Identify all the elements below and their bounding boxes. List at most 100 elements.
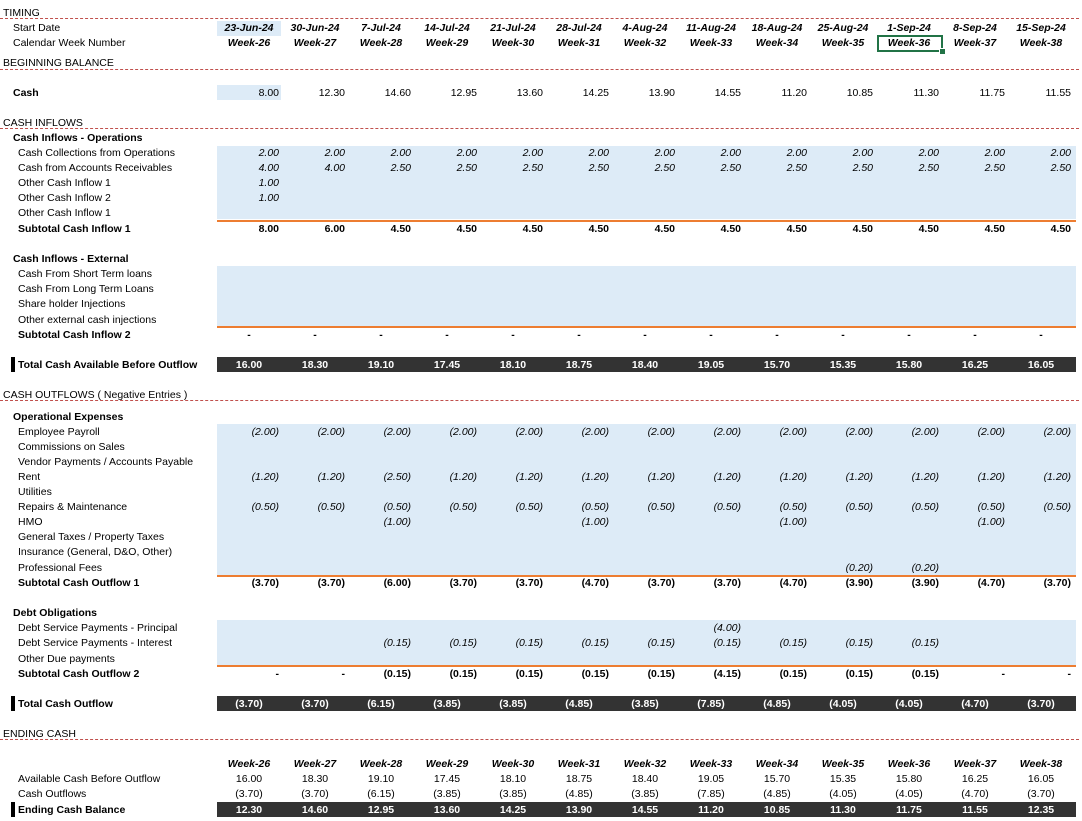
collections-operations-cell-10[interactable]: 2.00 <box>852 147 873 159</box>
ending-outflows-cell-12[interactable]: (4.70) <box>961 788 989 800</box>
subtotal-inflow-1-cell-13[interactable]: 4.50 <box>1050 223 1071 235</box>
total-available-cell-4[interactable]: 17.45 <box>433 359 461 371</box>
ending-week-cell-7[interactable]: Week-32 <box>623 758 667 770</box>
ending-balance-cell-2[interactable]: 14.60 <box>301 804 329 816</box>
repairs-cell-9[interactable]: (0.50) <box>779 501 807 513</box>
subtotal-outflow-2-cell-1[interactable]: - <box>275 668 280 680</box>
employee-payroll-cell-3[interactable]: (2.00) <box>383 426 411 438</box>
rent-cell-6[interactable]: (1.20) <box>581 471 609 483</box>
ending-balance-cell-5[interactable]: 14.25 <box>499 804 527 816</box>
total-outflow-cell-5[interactable]: (3.85) <box>499 698 527 710</box>
collections-operations-cell-13[interactable]: 2.00 <box>1050 147 1071 159</box>
subtotal-outflow-2-cell-7[interactable]: (0.15) <box>647 668 675 680</box>
subtotal-inflow-1-cell-6[interactable]: 4.50 <box>588 223 609 235</box>
start-date-cell-12[interactable]: 8-Sep-24 <box>953 22 997 34</box>
week-number-cell-13[interactable]: Week-38 <box>1019 37 1063 49</box>
start-date-cell-7[interactable]: 4-Aug-24 <box>622 22 668 34</box>
start-date-cell-3[interactable]: 7-Jul-24 <box>361 22 401 34</box>
rent-cell-8[interactable]: (1.20) <box>713 471 741 483</box>
other-inflow-2-cell-1[interactable]: 1.00 <box>258 192 279 204</box>
cash-cell-4[interactable]: 12.95 <box>450 87 477 99</box>
subtotal-outflow-1-cell-11[interactable]: (3.90) <box>911 577 939 589</box>
subtotal-inflow-2-cell-11[interactable]: - <box>907 329 911 341</box>
debt-interest-cell-7[interactable]: (0.15) <box>647 637 675 649</box>
total-available-cell-8[interactable]: 19.05 <box>697 359 725 371</box>
employee-payroll-cell-8[interactable]: (2.00) <box>713 426 741 438</box>
week-number-cell-4[interactable]: Week-29 <box>425 37 469 49</box>
week-number-cell-2[interactable]: Week-27 <box>293 37 337 49</box>
collections-operations-cell-2[interactable]: 2.00 <box>324 147 345 159</box>
cash-cell-12[interactable]: 11.75 <box>979 87 1006 99</box>
subtotal-outflow-2-cell-13[interactable]: - <box>1067 668 1072 680</box>
subtotal-outflow-1-cell-6[interactable]: (4.70) <box>581 577 609 589</box>
accounts-receivables-cell-8[interactable]: 2.50 <box>720 162 741 174</box>
ending-week-cell-2[interactable]: Week-27 <box>293 758 337 770</box>
debt-interest-cell-6[interactable]: (0.15) <box>581 637 609 649</box>
week-number-cell-8[interactable]: Week-33 <box>689 37 733 49</box>
subtotal-inflow-2-cell-7[interactable]: - <box>643 329 647 341</box>
ending-week-cell-4[interactable]: Week-29 <box>425 758 469 770</box>
ending-available-cell-11[interactable]: 15.80 <box>895 773 923 785</box>
start-date-cell-5[interactable]: 21-Jul-24 <box>490 22 536 34</box>
employee-payroll-cell-6[interactable]: (2.00) <box>581 426 609 438</box>
ending-balance-cell-1[interactable]: 12.30 <box>235 804 263 816</box>
collections-operations-cell-1[interactable]: 2.00 <box>258 147 279 159</box>
total-available-cell-12[interactable]: 16.25 <box>961 359 989 371</box>
total-available-cell-5[interactable]: 18.10 <box>499 359 527 371</box>
subtotal-inflow-1-cell-7[interactable]: 4.50 <box>654 223 675 235</box>
collections-operations-cell-6[interactable]: 2.00 <box>588 147 609 159</box>
subtotal-outflow-2-cell-11[interactable]: (0.15) <box>911 668 939 680</box>
hmo-cell-9[interactable]: (1.00) <box>779 516 807 528</box>
ending-available-cell-12[interactable]: 16.25 <box>961 773 989 785</box>
employee-payroll-cell-9[interactable]: (2.00) <box>779 426 807 438</box>
collections-operations-cell-3[interactable]: 2.00 <box>390 147 411 159</box>
subtotal-inflow-1-cell-12[interactable]: 4.50 <box>984 223 1005 235</box>
subtotal-inflow-1-cell-11[interactable]: 4.50 <box>918 223 939 235</box>
hmo-cell-3[interactable]: (1.00) <box>383 516 411 528</box>
subtotal-inflow-2-cell-5[interactable]: - <box>511 329 515 341</box>
ending-outflows-cell-9[interactable]: (4.85) <box>763 788 791 800</box>
start-date-cell-6[interactable]: 28-Jul-24 <box>556 22 602 34</box>
debt-interest-cell-10[interactable]: (0.15) <box>845 637 873 649</box>
repairs-cell-13[interactable]: (0.50) <box>1043 501 1071 513</box>
rent-cell-9[interactable]: (1.20) <box>779 471 807 483</box>
employee-payroll-cell-12[interactable]: (2.00) <box>977 426 1005 438</box>
rent-cell-2[interactable]: (1.20) <box>317 471 345 483</box>
ending-outflows-cell-1[interactable]: (3.70) <box>235 788 263 800</box>
ending-outflows-cell-7[interactable]: (3.85) <box>631 788 659 800</box>
subtotal-inflow-1-cell-4[interactable]: 4.50 <box>456 223 477 235</box>
ending-balance-cell-8[interactable]: 11.20 <box>698 804 724 816</box>
total-outflow-cell-10[interactable]: (4.05) <box>829 698 857 710</box>
week-number-cell-6[interactable]: Week-31 <box>557 37 601 49</box>
start-date-cell-1[interactable]: 23-Jun-24 <box>224 22 274 34</box>
subtotal-outflow-1-cell-1[interactable]: (3.70) <box>251 577 279 589</box>
subtotal-inflow-1-cell-9[interactable]: 4.50 <box>786 223 807 235</box>
total-available-cell-2[interactable]: 18.30 <box>301 359 329 371</box>
hmo-cell-12[interactable]: (1.00) <box>977 516 1005 528</box>
subtotal-inflow-1-cell-1[interactable]: 8.00 <box>258 223 279 235</box>
start-date-cell-13[interactable]: 15-Sep-24 <box>1016 22 1066 34</box>
collections-operations-cell-11[interactable]: 2.00 <box>918 147 939 159</box>
employee-payroll-cell-5[interactable]: (2.00) <box>515 426 543 438</box>
total-available-cell-10[interactable]: 15.35 <box>829 359 857 371</box>
debt-principal-cell-8[interactable]: (4.00) <box>713 622 741 634</box>
debt-interest-cell-5[interactable]: (0.15) <box>515 637 543 649</box>
subtotal-outflow-2-cell-2[interactable]: - <box>341 668 346 680</box>
ending-balance-cell-9[interactable]: 10.85 <box>763 804 791 816</box>
ending-balance-cell-13[interactable]: 12.35 <box>1027 804 1055 816</box>
subtotal-outflow-1-cell-8[interactable]: (3.70) <box>713 577 741 589</box>
total-outflow-cell-13[interactable]: (3.70) <box>1027 698 1055 710</box>
subtotal-outflow-1-cell-4[interactable]: (3.70) <box>449 577 477 589</box>
subtotal-inflow-1-cell-2[interactable]: 6.00 <box>324 223 345 235</box>
employee-payroll-cell-11[interactable]: (2.00) <box>911 426 939 438</box>
start-date-cell-4[interactable]: 14-Jul-24 <box>424 22 470 34</box>
subtotal-outflow-2-cell-12[interactable]: - <box>1001 668 1006 680</box>
subtotal-outflow-1-cell-9[interactable]: (4.70) <box>779 577 807 589</box>
total-outflow-cell-8[interactable]: (7.85) <box>697 698 725 710</box>
ending-available-cell-6[interactable]: 18.75 <box>565 773 593 785</box>
ending-outflows-cell-8[interactable]: (7.85) <box>697 788 725 800</box>
ending-week-cell-10[interactable]: Week-35 <box>821 758 865 770</box>
repairs-cell-12[interactable]: (0.50) <box>977 501 1005 513</box>
ending-available-cell-7[interactable]: 18.40 <box>631 773 659 785</box>
ending-outflows-cell-5[interactable]: (3.85) <box>499 788 527 800</box>
